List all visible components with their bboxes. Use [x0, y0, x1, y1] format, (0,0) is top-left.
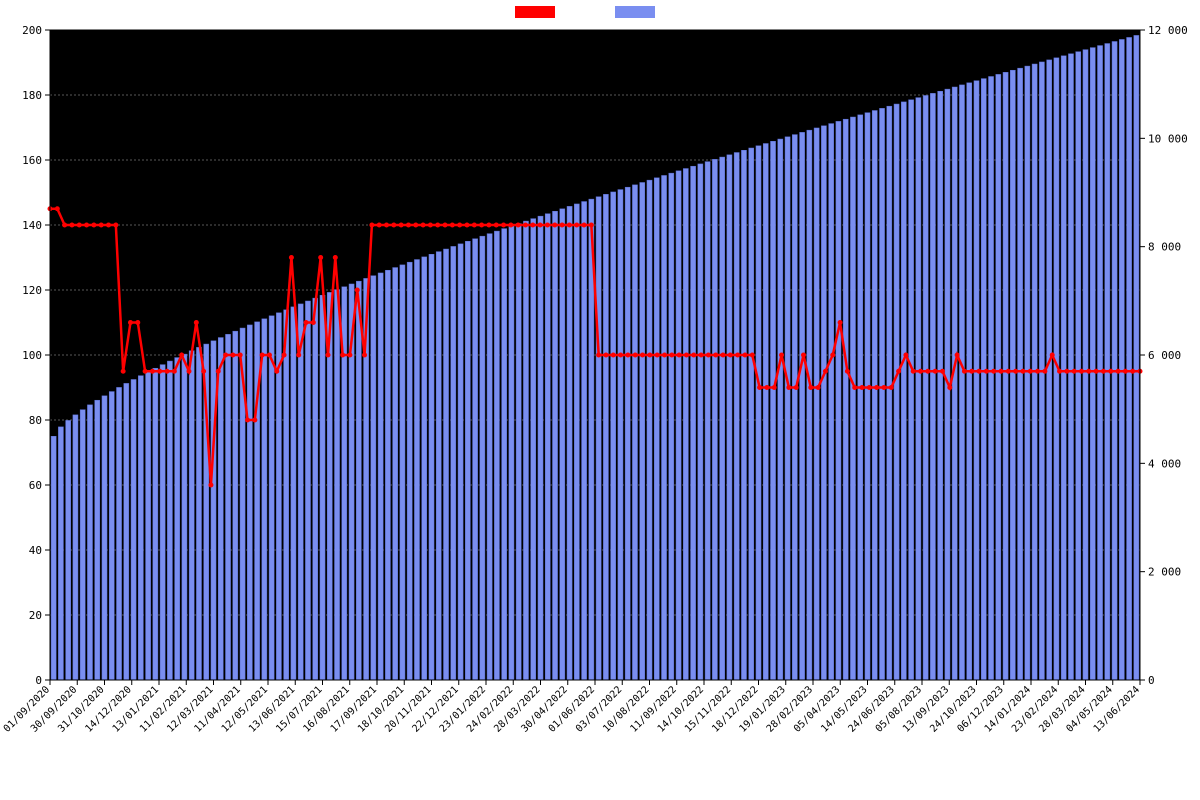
svg-text:01/09/2020: 01/09/2020 [2, 684, 52, 734]
chart-container: 0 20 40 60 80 100 120 140 160 180 200 0 2 000 4 000 6 … [0, 0, 1200, 800]
svg-text:80: 80 [29, 414, 42, 427]
svg-text:180: 180 [22, 89, 42, 102]
svg-text:120: 120 [22, 284, 42, 297]
svg-text:20: 20 [29, 609, 42, 622]
svg-text:60: 60 [29, 479, 42, 492]
svg-text:100: 100 [22, 349, 42, 362]
svg-text:8 000: 8 000 [1148, 241, 1181, 254]
svg-text:200: 200 [22, 24, 42, 37]
svg-text:40: 40 [29, 544, 42, 557]
svg-text:10 000: 10 000 [1148, 132, 1188, 145]
svg-text:6 000: 6 000 [1148, 349, 1181, 362]
svg-text:2 000: 2 000 [1148, 566, 1181, 579]
svg-text:0: 0 [35, 674, 42, 687]
svg-text:0: 0 [1148, 674, 1155, 687]
svg-text:160: 160 [22, 154, 42, 167]
combo-chart: 0 20 40 60 80 100 120 140 160 180 200 0 2 000 4 000 6 … [0, 0, 1200, 800]
svg-text:4 000: 4 000 [1148, 457, 1181, 470]
svg-text:12 000: 12 000 [1148, 24, 1188, 37]
svg-text:140: 140 [22, 219, 42, 232]
